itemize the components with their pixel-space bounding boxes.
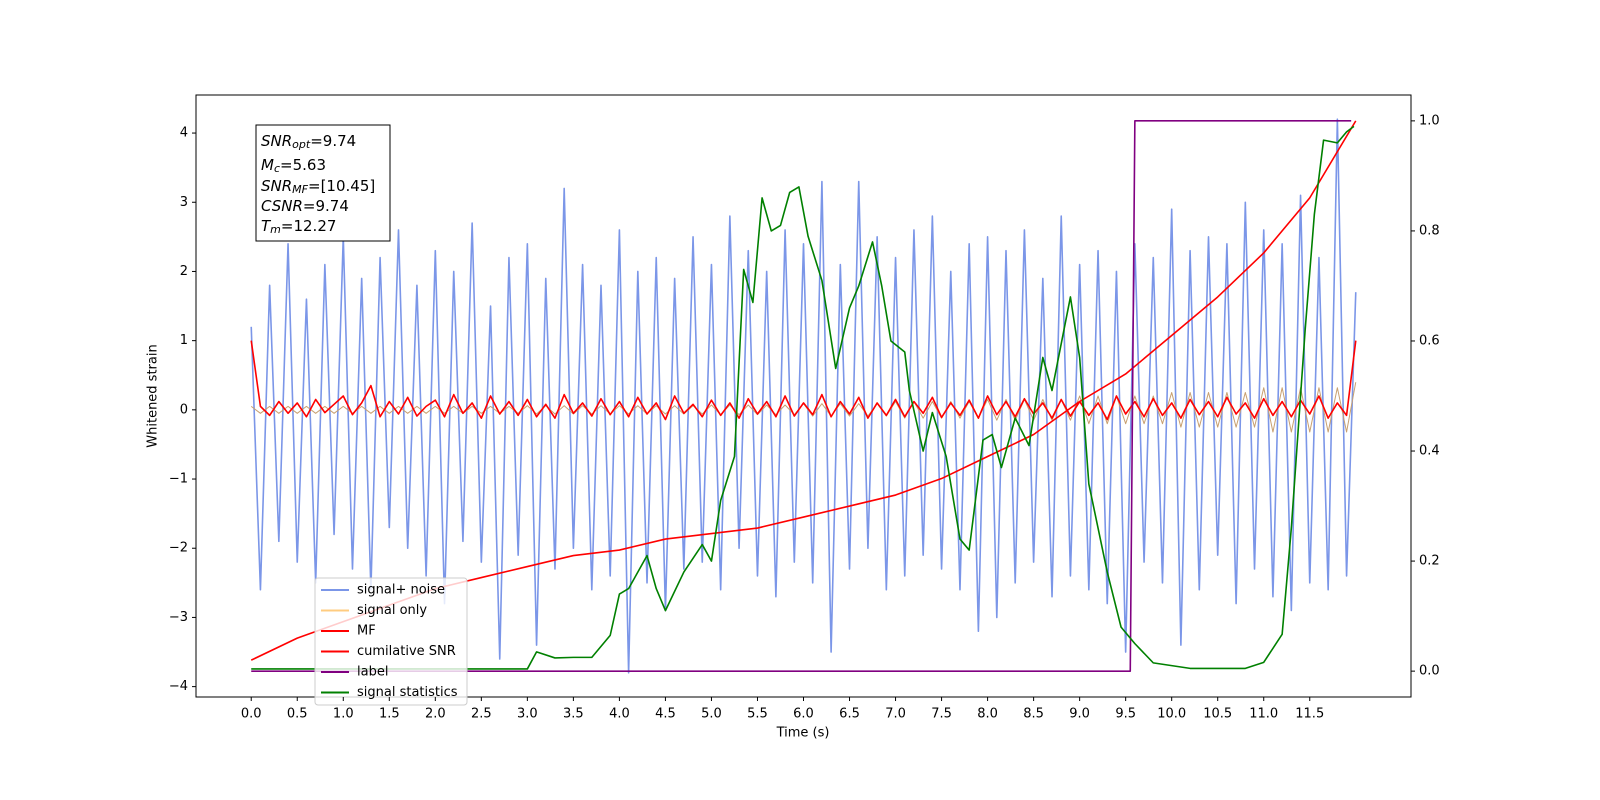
legend-frame xyxy=(314,577,468,706)
x-tick-label: 10.0 xyxy=(1157,707,1186,722)
y-tick-label: 0 xyxy=(180,402,188,417)
annotation-box xyxy=(255,124,391,242)
x-tick-label: 9.5 xyxy=(1115,707,1136,722)
series-line xyxy=(250,340,1357,421)
annotation-main: SNR xyxy=(261,132,292,150)
y2-tick-label: 0.4 xyxy=(1419,444,1440,459)
y-tick-label: 1 xyxy=(180,333,188,348)
annotation-line: Mc=5.63 xyxy=(261,156,326,176)
annotation-main: SNR xyxy=(261,177,292,195)
series-line xyxy=(250,382,1357,433)
y2-tick-label: 0.8 xyxy=(1419,223,1440,238)
x-tick-label: 7.5 xyxy=(931,707,952,722)
x-tick-label: 0.0 xyxy=(241,707,262,722)
series-line xyxy=(251,120,1352,672)
y-tick-label: −2 xyxy=(169,541,188,556)
annotation-rest: =[10.45] xyxy=(308,177,375,195)
series-line xyxy=(250,118,1357,674)
y2-tick-label: 0.6 xyxy=(1419,333,1440,348)
y-tick-label: 4 xyxy=(180,126,188,141)
annotation-sub: MF xyxy=(292,183,308,196)
legend-label: signal only xyxy=(357,603,427,618)
x-tick-label: 5.5 xyxy=(747,707,768,722)
x-tick-label: 5.0 xyxy=(701,707,722,722)
y-tick-label: 2 xyxy=(180,264,188,279)
y2-tick-label: 0.2 xyxy=(1419,554,1440,569)
legend-label: cumilative SNR xyxy=(357,644,456,659)
annotation-line: SNRMF=[10.45] xyxy=(261,177,375,197)
x-tick-label: 11.0 xyxy=(1249,707,1278,722)
x-tick-label: 11.5 xyxy=(1295,707,1324,722)
y-tick-label: 3 xyxy=(180,195,188,210)
annotation-rest: =12.27 xyxy=(281,217,337,235)
annotation-sub: opt xyxy=(292,138,311,151)
y-tick-label: −3 xyxy=(169,610,188,625)
x-axis-label: Time (s) xyxy=(776,726,830,741)
annotation-rest: =9.74 xyxy=(303,197,349,215)
x-tick-label: 4.5 xyxy=(655,707,676,722)
annotation-main: M xyxy=(261,156,274,174)
x-tick-label: 10.5 xyxy=(1203,707,1232,722)
x-tick-label: 8.0 xyxy=(977,707,998,722)
annotation-main: T xyxy=(261,217,272,235)
y-tick-label: −1 xyxy=(169,472,188,487)
y-axis-label: Whitened strain xyxy=(146,344,161,447)
x-tick-label: 3.0 xyxy=(517,707,538,722)
x-tick-label: 8.5 xyxy=(1023,707,1044,722)
y2-tick-label: 0.0 xyxy=(1419,664,1440,679)
x-tick-label: 7.0 xyxy=(885,707,906,722)
x-tick-label: 6.5 xyxy=(839,707,860,722)
legend-label: label xyxy=(357,665,388,680)
annotation-line: CSNR=9.74 xyxy=(261,197,349,215)
legend-label: signal+ noise xyxy=(357,583,445,598)
y2-tick-label: 1.0 xyxy=(1419,113,1440,128)
x-tick-label: 9.0 xyxy=(1069,707,1090,722)
annotation-line: SNRopt=9.74 xyxy=(261,132,356,152)
x-tick-label: 3.5 xyxy=(563,707,584,722)
x-tick-label: 6.0 xyxy=(793,707,814,722)
annotation-rest: =5.63 xyxy=(280,156,326,174)
x-tick-label: 0.5 xyxy=(287,707,308,722)
x-tick-label: 2.0 xyxy=(425,707,446,722)
legend-label: MF xyxy=(357,624,376,639)
legend-label: signal statistics xyxy=(357,685,458,700)
x-tick-label: 1.5 xyxy=(379,707,400,722)
series-line xyxy=(251,125,1355,670)
annotation-main: CSNR xyxy=(261,197,303,215)
x-tick-label: 1.0 xyxy=(333,707,354,722)
annotation-line: Tm=12.27 xyxy=(261,217,336,237)
annotation-rest: =9.74 xyxy=(310,132,356,150)
x-tick-label: 2.5 xyxy=(471,707,492,722)
x-tick-label: 4.0 xyxy=(609,707,630,722)
y-tick-label: −4 xyxy=(169,679,188,694)
annotation-sub: c xyxy=(274,162,280,175)
legend: signal+ noise signal only MF cumilative SNR… xyxy=(314,577,468,706)
annotation: SNRopt=9.74Mc=5.63SNRMF=[10.45]CSNR=9.74… xyxy=(261,132,375,237)
annotation-sub: m xyxy=(270,223,281,236)
